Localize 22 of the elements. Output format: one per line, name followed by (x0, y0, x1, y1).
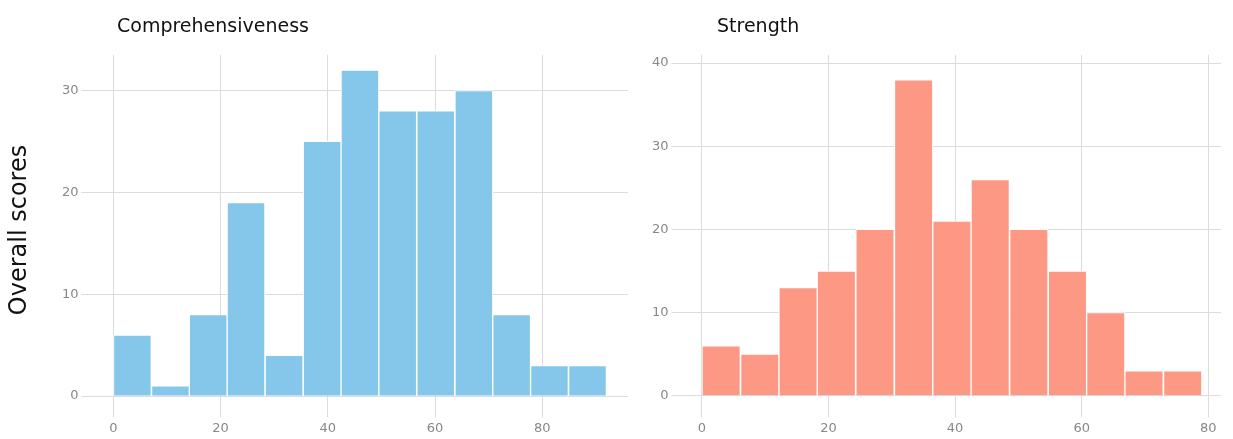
y-tick-label: 20 (62, 183, 79, 199)
y-tick-label: 10 (652, 303, 669, 319)
x-tick-label: 60 (426, 419, 444, 435)
y-tick-label: 30 (652, 137, 669, 153)
x-tick-label: 80 (533, 419, 551, 435)
y-tick-label: 20 (652, 220, 669, 236)
x-tick-label: 20 (820, 419, 837, 435)
y-tick-label: 30 (62, 81, 79, 97)
y-tick-label: 40 (652, 54, 669, 70)
chart-title: Strength (717, 14, 800, 36)
x-tick-label: 60 (1073, 419, 1090, 435)
chart-title: Comprehensiveness (117, 14, 309, 36)
x-tick-label: 0 (109, 419, 118, 435)
x-tick-label: 20 (212, 419, 229, 435)
x-tick-label: 40 (319, 419, 337, 435)
y-tick-label: 0 (70, 387, 79, 403)
x-tick-label: 40 (946, 419, 964, 435)
x-tick-label: 0 (697, 419, 707, 435)
x-tick-label: 80 (1200, 419, 1217, 435)
y-tick-label: 0 (660, 387, 669, 403)
y-axis-title: Overall scores (4, 144, 33, 316)
y-tick-label: 10 (62, 285, 79, 301)
